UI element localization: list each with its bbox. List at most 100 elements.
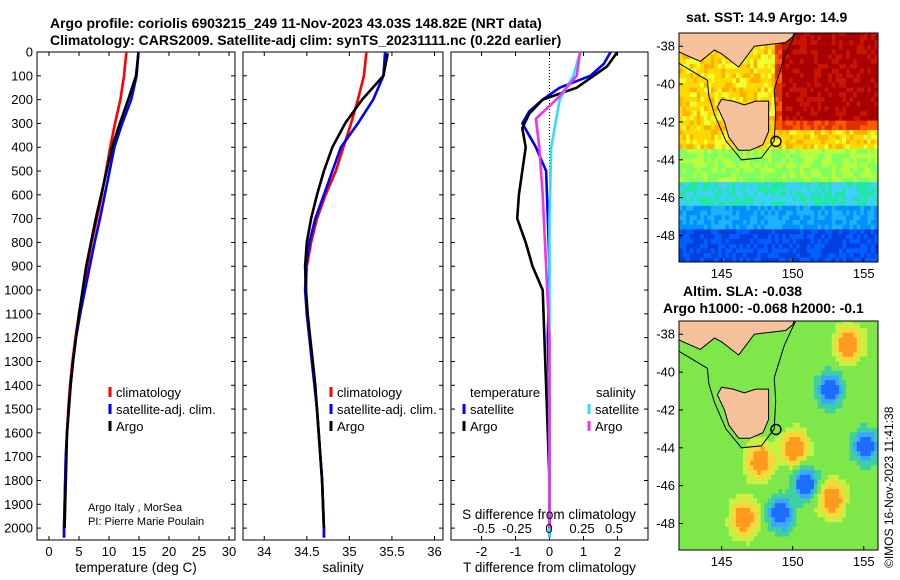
map-cell xyxy=(853,63,858,69)
y-tick-label: 400 xyxy=(11,140,33,155)
map-cell xyxy=(743,214,748,220)
map-cell xyxy=(796,115,801,121)
map-cell xyxy=(856,49,861,55)
map-cell xyxy=(693,445,698,452)
map-cell xyxy=(725,526,730,532)
map-cell xyxy=(714,252,719,258)
map-cell xyxy=(771,488,776,494)
map-cell xyxy=(803,379,808,385)
map-cell xyxy=(856,33,861,36)
map-cell xyxy=(760,436,765,442)
map-cell xyxy=(853,167,858,173)
map-cell xyxy=(796,450,801,456)
map-cell xyxy=(782,507,787,513)
map-cell xyxy=(764,521,769,527)
map-cell xyxy=(817,502,822,508)
map-cell xyxy=(846,110,851,116)
map-cell xyxy=(789,545,794,550)
map-cell xyxy=(806,101,812,107)
map-cell xyxy=(718,53,723,60)
map-cell xyxy=(785,134,790,140)
map-cell xyxy=(799,502,804,508)
map-cell xyxy=(732,507,737,513)
map-cell xyxy=(803,341,808,348)
map-cell xyxy=(735,243,741,249)
map-cell xyxy=(856,153,861,159)
map-cell xyxy=(863,205,868,211)
map-cell xyxy=(817,526,822,532)
map-cell xyxy=(764,53,769,60)
map-cell xyxy=(739,157,744,164)
map-cell xyxy=(799,389,804,395)
map-cell xyxy=(870,148,876,154)
map-cell xyxy=(700,417,705,423)
legend-label: satellite-adj. clim. xyxy=(116,402,216,417)
map-cell xyxy=(686,531,691,537)
map-cell xyxy=(782,545,787,550)
map-cell xyxy=(828,39,833,45)
map-cell xyxy=(792,205,797,211)
map-cell xyxy=(789,243,794,249)
map-cell xyxy=(853,134,858,140)
map-cell xyxy=(785,129,790,135)
map-cell xyxy=(682,77,687,83)
map-cell xyxy=(799,521,804,527)
map-cell xyxy=(824,120,829,126)
map-cell xyxy=(714,195,719,202)
map-cell xyxy=(789,134,794,140)
map-cell xyxy=(821,110,826,116)
map-cell xyxy=(838,200,844,206)
map-cell xyxy=(863,115,868,121)
map-cell xyxy=(718,493,723,499)
map-cell xyxy=(707,474,712,480)
map-cell xyxy=(810,356,815,362)
map-cell xyxy=(696,507,701,513)
map-cell xyxy=(774,403,780,409)
map-cell xyxy=(867,91,872,97)
map-cell xyxy=(725,516,730,523)
map-cell xyxy=(856,101,861,107)
map-cell xyxy=(679,408,684,414)
map-cell xyxy=(711,535,716,542)
map-cell xyxy=(721,450,726,456)
map-cell xyxy=(824,101,829,107)
map-cell xyxy=(753,210,758,216)
map-cell xyxy=(735,493,741,499)
map-cell xyxy=(814,337,819,343)
map-cell xyxy=(799,384,804,390)
map-cell xyxy=(679,351,684,357)
map-cell xyxy=(703,531,709,537)
map-cell xyxy=(796,403,801,409)
map-cell xyxy=(764,545,769,550)
map-cell xyxy=(867,72,872,78)
map-cell xyxy=(860,101,865,107)
map-cell xyxy=(703,535,709,542)
map-cell xyxy=(693,427,698,433)
map-cell xyxy=(703,205,709,211)
map-cell xyxy=(714,167,719,173)
map-cell xyxy=(874,53,878,60)
map-cell xyxy=(735,498,741,504)
map-cell xyxy=(782,436,787,442)
map-cell xyxy=(817,247,822,254)
map-cell xyxy=(682,384,687,390)
map-cell xyxy=(721,370,726,376)
map-cell xyxy=(817,148,822,154)
map-cell xyxy=(746,228,751,235)
map-cell xyxy=(785,526,790,532)
map-cell xyxy=(746,469,751,475)
map-cell xyxy=(792,72,797,78)
map-cell xyxy=(760,238,765,244)
map-cell xyxy=(792,58,797,64)
map-cell xyxy=(689,224,694,230)
map-cell xyxy=(682,91,687,97)
map-cell xyxy=(814,115,819,121)
map-cell xyxy=(817,120,822,126)
map-cell xyxy=(792,96,797,102)
map-cell xyxy=(792,469,797,475)
map-cell xyxy=(771,351,776,357)
map-cell xyxy=(799,238,804,244)
map-cell xyxy=(814,521,819,527)
map-cell xyxy=(863,33,868,36)
